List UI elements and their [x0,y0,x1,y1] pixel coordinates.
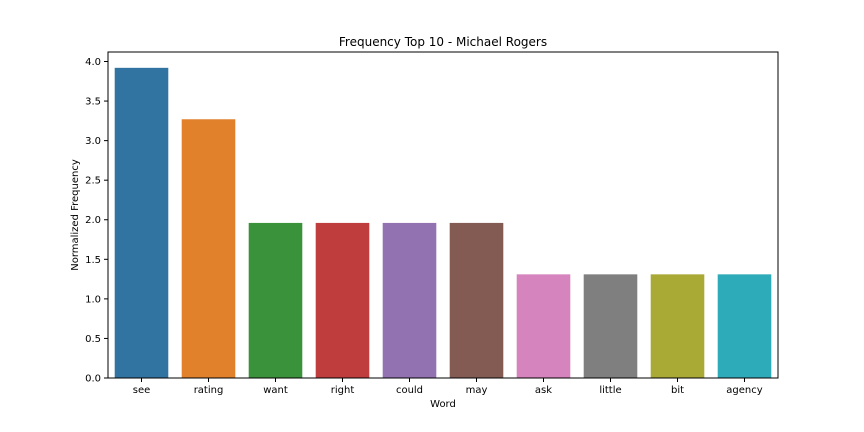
y-tick-label: 3.0 [85,136,101,147]
x-tick-label: may [466,385,488,396]
bar-ask [516,274,571,378]
x-tick-label: bit [671,385,684,396]
x-axis: see rating want right could may ask little bit ag… [133,378,763,396]
bar-agency [717,274,772,378]
y-axis-title: Normalized Frequency [70,159,81,271]
y-tick-label: 1.0 [85,294,101,305]
x-tick-label: ask [535,385,552,396]
x-tick-label: see [133,385,151,396]
bars-group [114,67,772,379]
chart-title: Frequency Top 10 - Michael Rogers [339,35,547,49]
bar-rating [181,119,236,379]
x-tick-label: could [396,385,423,396]
plot-frame [107,51,779,379]
x-tick-label: right [331,385,355,396]
y-tick-label: 0.5 [85,334,101,345]
bar-may [449,222,504,378]
x-tick-label: agency [726,385,762,396]
bar-want [248,222,303,378]
bar-right [315,222,370,378]
y-tick-label: 2.5 [85,176,101,187]
y-tick-label: 2.0 [85,215,101,226]
bar-could [382,222,437,378]
y-tick-label: 3.5 [85,97,101,108]
bar-little [583,274,638,378]
x-axis-title: Word [430,399,456,410]
y-axis: 0.0 0.5 1.0 1.5 2.0 2.5 3.0 3.5 4.0 [85,57,108,385]
bar-bit [650,274,705,378]
y-tick-label: 1.5 [85,255,101,266]
y-tick-label: 0.0 [85,374,101,385]
bar-see [114,67,169,378]
x-tick-label: rating [194,385,224,396]
x-tick-label: want [263,385,288,396]
x-tick-label: little [599,385,621,396]
y-tick-label: 4.0 [85,57,101,68]
